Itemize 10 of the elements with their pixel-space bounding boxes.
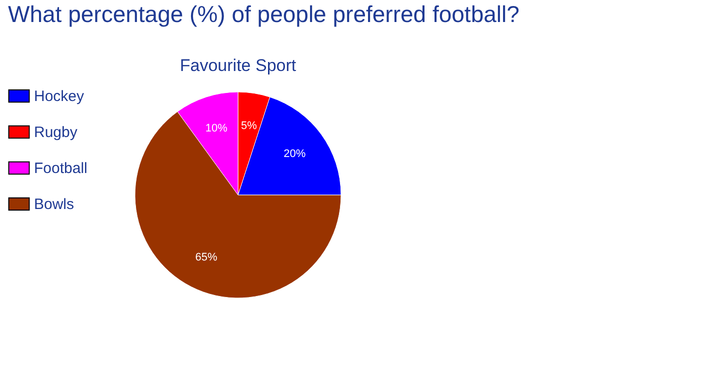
chart-subtitle: Favourite Sport	[180, 56, 296, 75]
legend-label: Hockey	[34, 88, 85, 105]
legend-label: Football	[34, 160, 88, 177]
chart-title: What percentage (%) of people preferred football?	[8, 1, 520, 27]
data-label: 10%	[205, 122, 228, 134]
legend-label: Bowls	[34, 196, 74, 213]
data-label: 65%	[195, 251, 218, 264]
data-label: 5%	[240, 120, 258, 132]
legend-label: Rugby	[34, 124, 78, 141]
data-label: 20%	[284, 148, 306, 160]
